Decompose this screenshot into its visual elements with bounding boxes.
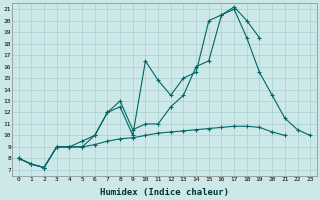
X-axis label: Humidex (Indice chaleur): Humidex (Indice chaleur) bbox=[100, 188, 229, 197]
